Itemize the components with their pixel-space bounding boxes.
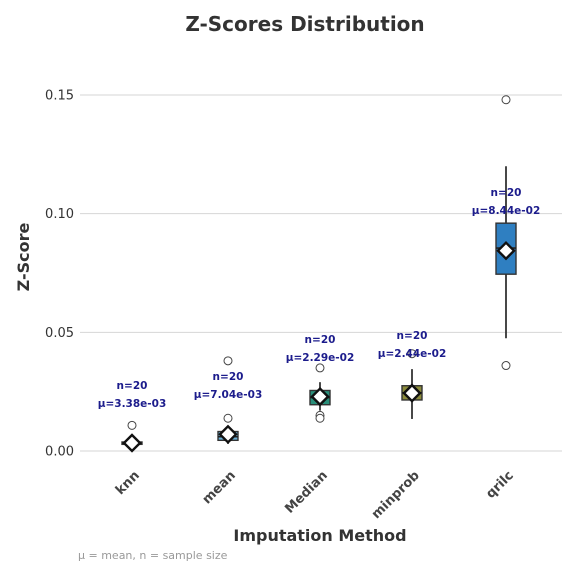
mean-label: μ=2.29e-02 bbox=[286, 352, 355, 364]
y-tick-label: 0.05 bbox=[45, 326, 74, 341]
n-label: n=20 bbox=[213, 371, 244, 383]
outlier-point bbox=[223, 356, 233, 366]
y-axis-title: Z-Score bbox=[14, 223, 33, 292]
mean-marker bbox=[310, 386, 330, 407]
box-knn bbox=[121, 420, 143, 453]
box-mean bbox=[217, 356, 239, 444]
x-tick-label: qrilc bbox=[483, 468, 516, 501]
outlier-point bbox=[315, 363, 325, 373]
box-series bbox=[121, 95, 517, 453]
mean-label: μ=7.04e-03 bbox=[194, 389, 263, 401]
outlier-point bbox=[127, 420, 137, 430]
x-axis-title: Imputation Method bbox=[233, 526, 406, 545]
box-qrilc bbox=[495, 95, 517, 371]
x-tick-label: mean bbox=[200, 468, 239, 507]
outlier-point bbox=[407, 349, 417, 359]
x-tick-label: minprob bbox=[369, 468, 423, 522]
x-tick-label: knn bbox=[113, 468, 143, 498]
mean-marker bbox=[402, 383, 422, 403]
y-tick-label: 0.10 bbox=[45, 207, 74, 222]
n-label: n=20 bbox=[117, 380, 148, 392]
y-tick-label: 0.00 bbox=[45, 445, 74, 460]
gridlines bbox=[80, 94, 562, 452]
footnote: μ = mean, n = sample size bbox=[78, 549, 228, 562]
outlier-point bbox=[223, 413, 233, 423]
mean-label: μ=3.38e-03 bbox=[98, 398, 167, 410]
x-tick-label: Median bbox=[282, 468, 330, 516]
mean-marker bbox=[122, 433, 142, 453]
y-tick-label: 0.15 bbox=[45, 89, 74, 104]
n-label: n=20 bbox=[397, 330, 428, 342]
x-axis-ticks: knn mean Median minprob qrilc bbox=[113, 468, 517, 522]
n-label: n=20 bbox=[305, 334, 336, 346]
n-label: n=20 bbox=[491, 187, 522, 199]
mean-marker bbox=[496, 240, 516, 261]
mean-label: μ=2.44e-02 bbox=[378, 348, 447, 360]
annotations: n=20 μ=3.38e-03 n=20 μ=7.04e-03 n=20 μ=2.29e-… bbox=[98, 187, 541, 410]
box-Median bbox=[309, 363, 331, 423]
mean-marker bbox=[218, 424, 238, 444]
chart-title: Z-Scores Distribution bbox=[185, 12, 424, 36]
outlier-point bbox=[501, 361, 511, 371]
y-axis-ticks: 0.00 0.05 0.10 0.15 bbox=[45, 89, 74, 460]
mean-label: μ=8.44e-02 bbox=[472, 205, 541, 217]
outlier-point bbox=[501, 95, 511, 105]
outlier-point bbox=[315, 413, 325, 423]
box-minprob bbox=[401, 349, 423, 419]
